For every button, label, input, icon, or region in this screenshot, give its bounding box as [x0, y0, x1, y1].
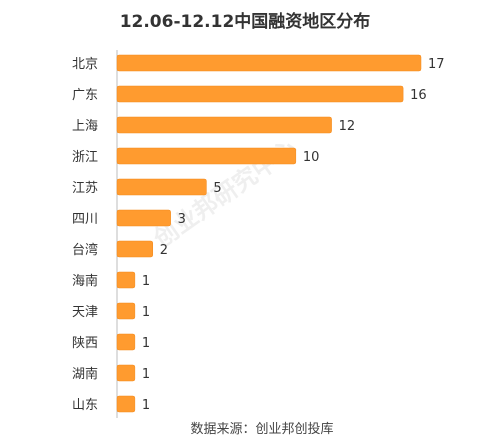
- category-label: 台湾: [72, 242, 98, 258]
- category-label: 山东: [72, 398, 98, 413]
- category-label: 四川: [72, 212, 98, 227]
- value-label: 2: [160, 243, 168, 258]
- value-label: 1: [142, 336, 150, 351]
- category-label: 陕西: [72, 336, 98, 351]
- bar: [116, 302, 136, 320]
- value-label: 1: [142, 367, 150, 382]
- value-label: 17: [428, 57, 445, 72]
- bars-layer: 北京 17 广东 16 上海 12 浙江 10 江苏 5 四川 3 台湾 2 海南 1 天津 1 陕西 1 湖南 1 山东 1: [72, 54, 445, 413]
- bar: [116, 116, 332, 134]
- category-label: 江苏: [72, 180, 98, 196]
- value-label: 1: [142, 274, 150, 289]
- bar: [116, 85, 404, 103]
- data-source-note: 数据来源：创业邦创投库: [190, 421, 333, 437]
- bar: [116, 209, 171, 227]
- category-label: 湖南: [72, 366, 98, 382]
- value-label: 12: [339, 119, 356, 134]
- bar: [116, 333, 136, 351]
- category-label: 天津: [72, 305, 98, 320]
- bar: [116, 54, 422, 72]
- bar: [116, 395, 136, 413]
- bar: [116, 364, 136, 382]
- value-label: 10: [303, 150, 320, 165]
- value-label: 1: [142, 398, 150, 413]
- value-label: 16: [410, 88, 427, 103]
- category-label: 广东: [72, 88, 98, 103]
- bar: [116, 240, 154, 258]
- category-label: 上海: [72, 119, 98, 134]
- bar: [116, 178, 207, 196]
- category-label: 北京: [72, 57, 98, 72]
- category-label: 海南: [72, 273, 98, 289]
- category-label: 浙江: [72, 150, 98, 165]
- chart-title: 12.06-12.12中国融资地区分布: [120, 11, 371, 32]
- bar: [116, 147, 297, 165]
- value-label: 3: [178, 212, 186, 227]
- value-label: 5: [213, 181, 221, 196]
- value-label: 1: [142, 305, 150, 320]
- bar: [116, 271, 136, 289]
